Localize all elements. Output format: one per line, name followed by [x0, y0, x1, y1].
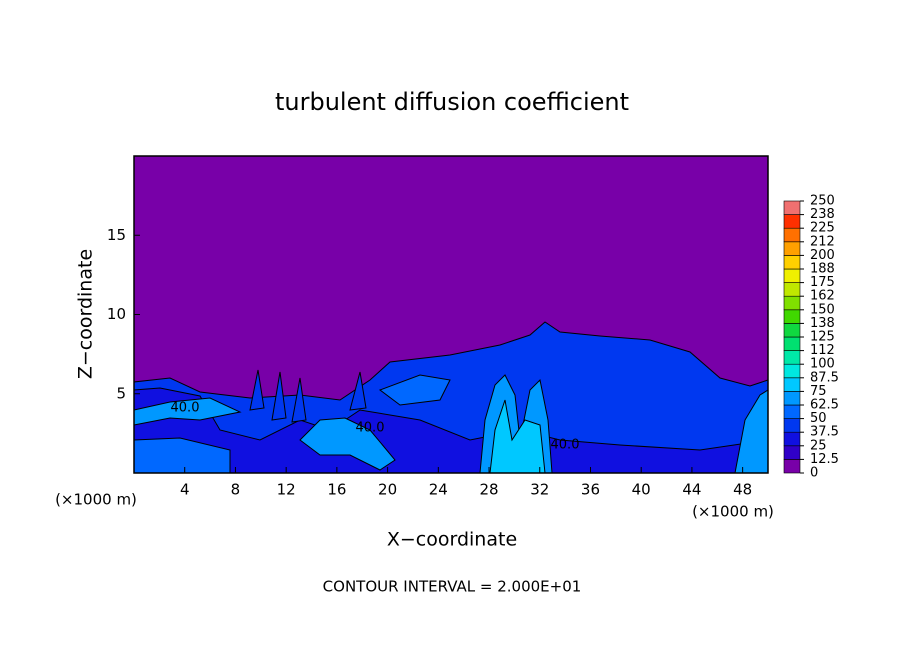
colorbar-label: 112: [810, 343, 835, 358]
y-tick-label: 15: [107, 226, 126, 244]
colorbar-swatch: [783, 363, 801, 379]
x-tick-label: 44: [682, 481, 701, 499]
colorbar-label: 62.5: [810, 398, 839, 413]
x-tick-label: 28: [479, 481, 498, 499]
field: [133, 156, 769, 474]
x-axis-label: X−coordinate: [387, 529, 517, 551]
colorbar-label: 138: [810, 316, 835, 331]
y-tick-label: 10: [107, 305, 126, 323]
colorbar-label: 212: [810, 234, 835, 249]
field-region: [133, 387, 769, 474]
colorbar-swatch: [783, 241, 801, 256]
x-tick-label: 8: [231, 481, 241, 499]
colorbar-swatch: [783, 418, 801, 433]
colorbar-swatch: [783, 309, 801, 324]
x-tick-label: 48: [733, 481, 752, 499]
colorbar-label: 100: [810, 357, 835, 372]
colorbar-swatch: [783, 295, 801, 311]
x-tick-label: 12: [277, 481, 296, 499]
x-unit: (×1000 m): [55, 491, 137, 509]
colorbar-swatch: [783, 255, 801, 270]
x-tick-label: 36: [581, 481, 600, 499]
colorbar-swatch: [783, 282, 801, 297]
colorbar-label: 25: [810, 438, 827, 453]
colorbar-label: 200: [810, 248, 835, 263]
colorbar-label: 175: [810, 275, 835, 290]
colorbar-label: 225: [810, 221, 835, 236]
colorbar-swatch: [783, 377, 801, 392]
x-tick-label: 40: [632, 481, 651, 499]
contour-label: 40.0: [551, 438, 580, 453]
field-region: [299, 417, 396, 471]
colorbar-label: 238: [810, 207, 835, 222]
field-region: [378, 374, 451, 406]
colorbar-label: 12.5: [810, 452, 839, 467]
contour-label: 40.0: [171, 401, 200, 416]
footer: CONTOUR INTERVAL = 2.000E+01: [323, 578, 582, 596]
colorbar-swatch: [783, 445, 801, 460]
colorbar-label: 0: [810, 466, 818, 481]
y-axis-label: Z−coordinate: [75, 249, 97, 379]
colorbar-label: 37.5: [810, 425, 839, 440]
x-unit: (×1000 m): [692, 503, 774, 521]
colorbar-swatch: [783, 431, 801, 447]
field-region: [489, 399, 546, 474]
colorbar-swatch: [783, 200, 801, 215]
field-region: [133, 397, 242, 426]
colorbar-label: 50: [810, 411, 827, 426]
chart-title: turbulent diffusion coefficient: [275, 88, 629, 116]
x-tick-label: 20: [378, 481, 397, 499]
x-tick-label: 4: [180, 481, 190, 499]
colorbar-swatch: [783, 391, 801, 406]
colorbar-label: 188: [810, 262, 835, 277]
colorbar-swatch: [783, 214, 801, 229]
colorbar-swatch: [783, 350, 801, 365]
colorbar-swatch: [783, 268, 801, 283]
field-region: [249, 369, 367, 423]
colorbar-label: 125: [810, 330, 835, 345]
colorbar-swatch: [783, 459, 801, 474]
x-tick-label: 32: [530, 481, 549, 499]
colorbar-label: 150: [810, 302, 835, 317]
x-tick-label: 16: [327, 481, 346, 499]
colorbar-swatch: [783, 336, 801, 351]
colorbar-swatch: [783, 227, 801, 243]
colorbar-swatch: [783, 404, 801, 419]
colorbar-swatch: [783, 323, 801, 338]
contour-label: 40.0: [356, 421, 385, 436]
x-tick-label: 24: [429, 481, 448, 499]
colorbar-label: 87.5: [810, 370, 839, 385]
colorbar-label: 162: [810, 289, 835, 304]
y-tick-label: 5: [116, 384, 126, 402]
colorbar-label: 75: [810, 384, 827, 399]
colorbar-label: 250: [810, 194, 835, 209]
